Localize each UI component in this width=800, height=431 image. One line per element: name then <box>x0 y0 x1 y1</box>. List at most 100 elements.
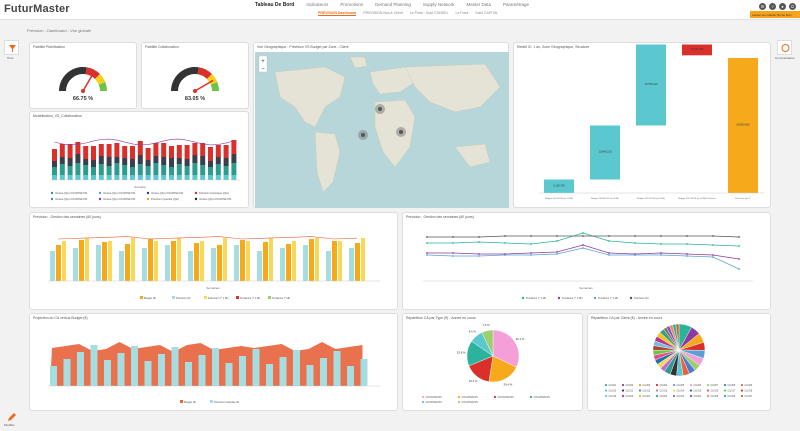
legend-marker <box>204 296 207 299</box>
series-point <box>556 253 558 255</box>
sub-nav-item[interactable]: PREVISION Dashboard <box>318 11 357 16</box>
user-icon[interactable]: ● <box>779 3 786 10</box>
stacked-bar-segment <box>122 158 128 165</box>
nav-item[interactable]: Paramétrage <box>502 2 529 7</box>
help-icon[interactable]: ? <box>769 3 776 10</box>
pie-type-chart: 32.1 % 20.4 % 16.3 % 15.8 % 8.4 % 7.0 % COURTE… <box>421 323 550 404</box>
bar-prevision <box>188 251 193 281</box>
world-map[interactable]: +− <box>255 52 509 208</box>
legend-label: CLI004 <box>660 384 668 387</box>
filter-button[interactable] <box>4 40 19 55</box>
sub-nav-item[interactable]: PREVISION Nos & Client <box>363 11 403 15</box>
series-point <box>582 244 584 246</box>
stacked-bar-segment <box>200 165 206 175</box>
nav-item[interactable]: Promotions <box>340 2 364 7</box>
stacked-bar-segment <box>52 167 57 175</box>
stacked-bar-segment <box>192 163 198 175</box>
waterfall-bar <box>728 58 758 193</box>
stacked-bar-segment <box>106 157 112 166</box>
legend-label: Tendance (* 1 k€) <box>562 296 582 300</box>
stacked-bar-segment <box>169 167 174 175</box>
stacked-bar-segment <box>215 157 221 164</box>
sub-nav-item[interactable]: Le Point : Suivi CONSEL <box>409 11 449 15</box>
forecast-bar <box>212 348 219 386</box>
legend-marker <box>723 394 727 398</box>
forecast-bar <box>225 363 233 386</box>
nav-item[interactable]: Demand Planning <box>375 2 411 7</box>
logout-icon[interactable]: ⏻ <box>789 3 796 10</box>
stacked-bar-segment <box>176 158 182 164</box>
series-point <box>686 253 688 255</box>
bar-execution <box>108 241 112 281</box>
stacked-bar-segment <box>176 145 182 158</box>
legend-label: COURTEFOIS <box>498 396 515 399</box>
top-icons: ⚙? ● ⏻ <box>759 3 796 10</box>
waterfall-category-label: Budget 2017/2018 (en k€/M) <box>637 197 665 200</box>
legend-marker <box>98 191 102 195</box>
legend-label: Ventes (Qté) COURTEFOIS <box>55 197 88 201</box>
stacked-bar-segment <box>52 175 57 180</box>
bar-budget <box>263 242 268 281</box>
bar-execution <box>223 238 227 281</box>
legend-label: CLI001 <box>609 384 617 387</box>
nav-item[interactable]: Indicateurs <box>306 2 329 7</box>
stacked-bar-segment <box>200 175 206 180</box>
edit-button[interactable] <box>4 410 19 425</box>
map-zoom-control <box>258 55 268 73</box>
series-point <box>608 254 610 256</box>
legend-marker <box>672 383 676 387</box>
legend-label: CLI010 <box>609 390 617 393</box>
nav-item[interactable]: Master Data <box>466 2 491 7</box>
sub-nav-item[interactable]: Suivi CAPITAL <box>475 11 499 15</box>
legend-marker <box>493 395 497 399</box>
legend-marker <box>604 383 608 387</box>
stacked-bar-segment <box>114 157 120 163</box>
series-point <box>738 258 740 260</box>
pie-label: 20.4 % <box>504 382 513 386</box>
legend-marker <box>604 394 608 398</box>
legend-marker <box>672 389 676 392</box>
series-point <box>478 253 480 255</box>
trend-line <box>57 236 358 240</box>
bar-execution <box>338 241 342 281</box>
comments-button[interactable] <box>777 40 792 55</box>
legend-marker <box>723 389 727 392</box>
legend-label: Tendance (* 1 k€) <box>240 296 260 300</box>
waterfall-bar <box>590 125 620 180</box>
stacked-bar-segment <box>208 167 213 175</box>
stacked-bar-segment <box>169 146 174 158</box>
edit-icon <box>8 413 16 421</box>
map-land <box>314 131 341 193</box>
series-point <box>504 242 506 244</box>
legend-marker <box>638 389 642 392</box>
gauge-title: Fiabilité Planification <box>33 45 65 49</box>
stacked-bar-segment <box>122 165 128 175</box>
bar-execution <box>200 241 204 281</box>
waterfall-chart: 6,150,750 Budget 2015/2016 (en k€/M) 10,64… <box>539 44 764 200</box>
legend-marker <box>621 389 625 392</box>
waterfall-bar <box>636 44 666 126</box>
stacked-line <box>54 138 234 146</box>
pie-label: 32.1 % <box>516 337 525 341</box>
legend-marker <box>629 296 633 300</box>
gauge-pivot <box>193 89 197 93</box>
stacked-bar-segment <box>208 161 213 167</box>
legend-marker <box>689 383 693 387</box>
prevision-bar-panel: Prévision - Gestion des semaines (60 jou… <box>29 212 398 310</box>
series-point <box>504 235 506 237</box>
stacked-bar-chart: Semaine Ventes (Qté) COURTEFOIS Ventes (Qt… <box>50 138 240 201</box>
legend-label: CLI023 <box>677 395 685 398</box>
sub-nav-item[interactable]: Le Point <box>455 11 469 15</box>
legend-label: CLI007 <box>711 384 719 387</box>
prevision-bar-title: Prévision - Gestion des semaines (60 jou… <box>33 215 101 219</box>
launch-calculation-button[interactable]: Lancer les calculs (fin de flux) <box>750 11 800 18</box>
nav-item[interactable]: Supply Network <box>422 2 455 7</box>
stacked-bar-segment <box>153 156 159 163</box>
forecast-bar <box>171 347 179 386</box>
stacked-bar-segment <box>98 164 104 175</box>
nav-item[interactable]: Tableau De Bord <box>255 2 295 8</box>
legend-label: CLI018 <box>745 390 753 393</box>
series-point <box>530 252 532 254</box>
gear-icon[interactable]: ⚙ <box>759 3 766 10</box>
legend-marker <box>740 389 744 392</box>
